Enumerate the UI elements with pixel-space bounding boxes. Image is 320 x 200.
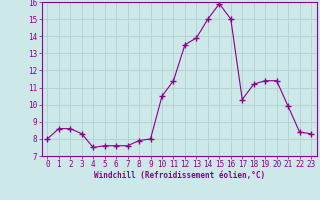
- X-axis label: Windchill (Refroidissement éolien,°C): Windchill (Refroidissement éolien,°C): [94, 171, 265, 180]
